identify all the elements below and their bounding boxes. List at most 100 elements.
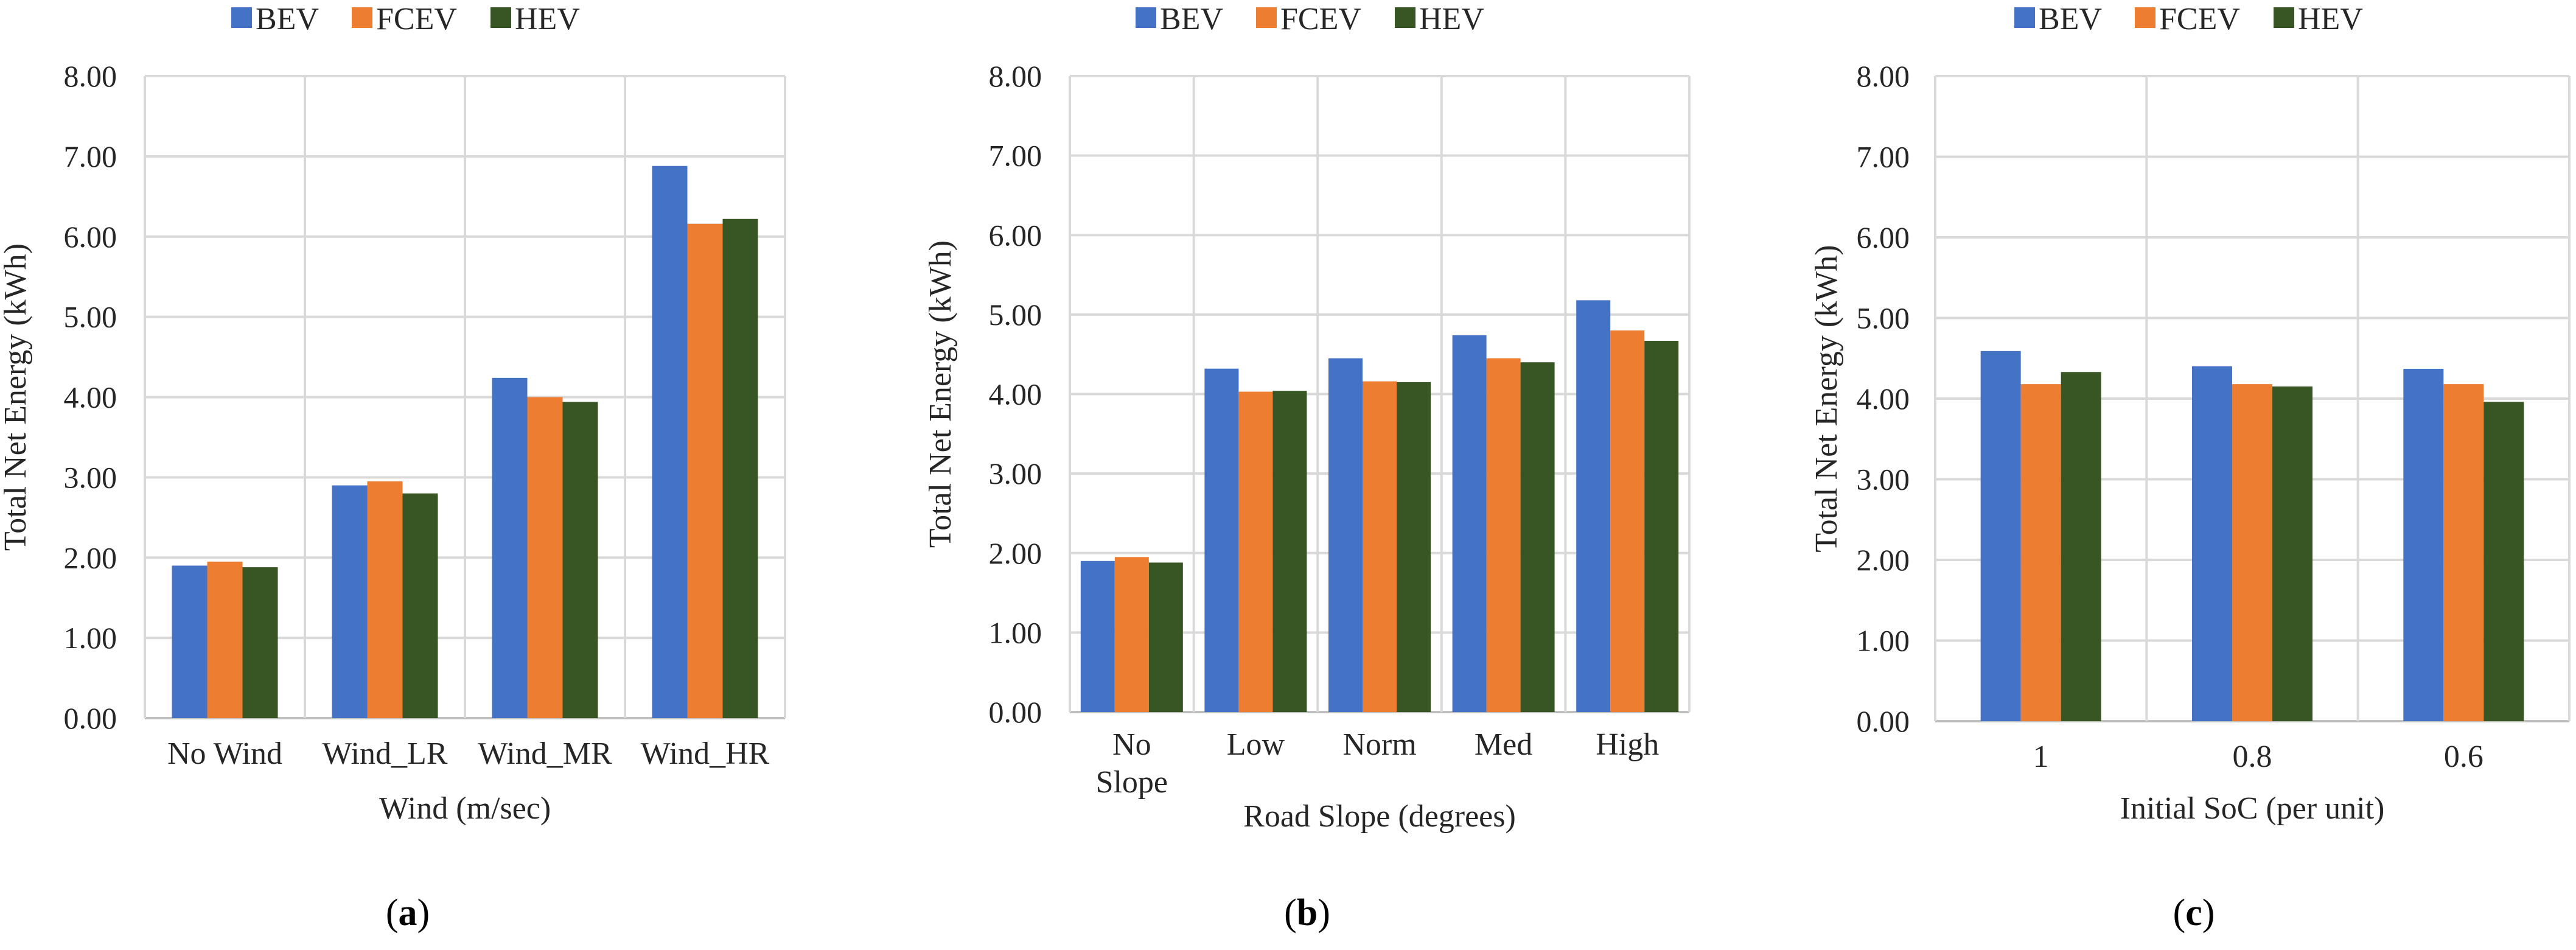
panel-a-bar-bev (492, 377, 528, 718)
panel-b-bar-hev (1397, 382, 1431, 712)
panel-a-y-axis-title: Total Net Energy (kWh) (0, 243, 33, 551)
panel-c-y-axis-title: Total Net Energy (kWh) (1809, 245, 1844, 552)
panel-c-x-tick-label: 0.6 (2444, 739, 2484, 774)
panel-b-bar-fcev (1486, 358, 1521, 712)
panel-a-legend-swatch-hev (490, 7, 511, 28)
panel-b-bar-hev (1644, 340, 1679, 712)
panel-a-y-tick-label: 7.00 (64, 139, 117, 173)
panel-b-y-tick-label: 0.00 (989, 695, 1042, 729)
panel-a-bar-hev (402, 493, 438, 718)
panel-c-y-tick-label: 0.00 (1857, 704, 1910, 738)
panel-a-bar-fcev (207, 561, 243, 718)
panel-c-legend-swatch-hev (2274, 7, 2294, 28)
panel-c-y-tick-label: 8.00 (1857, 59, 1910, 93)
panel-a-legend-label-bev: BEV (256, 2, 319, 37)
panel-label-a: (a) (385, 892, 430, 934)
panel-b-y-tick-label: 6.00 (989, 218, 1042, 252)
panel-c-y-tick-label: 7.00 (1857, 140, 1910, 174)
panel-a-x-tick-label: Wind_LR (323, 736, 448, 771)
panel-b-x-axis-title: Road Slope (degrees) (1243, 799, 1516, 834)
panel-b-legend-swatch-bev (1136, 7, 1156, 28)
panel-c-x-tick-label: 1 (2033, 739, 2049, 774)
panel-a-bar-bev (652, 166, 688, 718)
panel-b-bar-bev (1204, 368, 1239, 712)
panel-b-bar-bev (1328, 358, 1363, 712)
panel-a-legend-label-hev: HEV (515, 2, 580, 37)
panel-b-bar-bev (1576, 300, 1611, 712)
panel-a-y-tick-label: 1.00 (64, 621, 117, 655)
panel-label-b: (b) (1284, 892, 1330, 934)
panel-b-bar-bev (1080, 561, 1115, 712)
panel-a-x-axis-title: Wind (m/sec) (379, 791, 551, 826)
panel-c-bar-bev (2403, 368, 2444, 721)
panel-b-x-tick-label: No (1112, 727, 1151, 762)
panel-c-legend-swatch-bev (2014, 7, 2035, 28)
panel-a-bar-hev (562, 402, 598, 718)
panel-c-y-tick-label: 3.00 (1857, 463, 1910, 497)
panel-b-legend-label-hev: HEV (1419, 2, 1484, 37)
panel-b-bar-hev (1148, 562, 1183, 712)
panel-a-bar-bev (172, 565, 208, 718)
panel-b-bar-bev (1452, 335, 1487, 712)
panel-b-bar-fcev (1610, 330, 1645, 712)
panel-c-legend-label-bev: BEV (2039, 2, 2102, 37)
panel-c-bar-hev (2484, 402, 2524, 721)
panel-b-legend-swatch-fcev (1256, 7, 1277, 28)
panel-b-bar-fcev (1238, 391, 1273, 712)
panel-a-legend-swatch-fcev (352, 7, 372, 28)
panel-c-x-axis-title: Initial SoC (per unit) (2120, 791, 2385, 826)
panel-a-x-tick-label: Wind_HR (641, 736, 770, 771)
panel-c-y-tick-label: 5.00 (1857, 301, 1910, 335)
panel-a-y-tick-label: 0.00 (64, 701, 117, 735)
panel-c-bar-hev (2272, 386, 2312, 721)
panel-c-legend-label-fcev: FCEV (2159, 2, 2240, 37)
panel-c-bar-hev (2061, 372, 2101, 721)
panel-c-y-tick-label: 6.00 (1857, 220, 1910, 254)
panel-b-bar-fcev (1114, 557, 1149, 712)
panel-b-y-tick-label: 8.00 (989, 59, 1042, 93)
panel-b-x-tick-label: High (1596, 727, 1659, 762)
panel-c-y-tick-label: 4.00 (1857, 382, 1910, 416)
panel-b-x-tick-label: Low (1227, 727, 1285, 762)
panel-b-legend-swatch-hev (1395, 7, 1415, 28)
panel-b-bar-hev (1272, 391, 1307, 712)
panel-b-y-tick-label: 5.00 (989, 298, 1042, 332)
panel-a-x-tick-label: No Wind (167, 736, 282, 771)
panel-c-bar-bev (2192, 366, 2232, 721)
panel-b-bar-fcev (1363, 381, 1397, 712)
panel-a-legend-label-fcev: FCEV (376, 2, 457, 37)
panel-b-y-tick-label: 3.00 (989, 456, 1042, 491)
panel-c-legend-label-hev: HEV (2298, 2, 2363, 37)
panel-c-y-tick-label: 1.00 (1857, 624, 1910, 658)
panel-b-y-tick-label: 7.00 (989, 139, 1042, 173)
panel-a-bar-hev (242, 567, 278, 718)
panel-a-y-tick-label: 4.00 (64, 380, 117, 414)
panel-b-legend-label-fcev: FCEV (1280, 2, 1361, 37)
panel-b-bar-hev (1520, 362, 1555, 712)
panel-a-x-tick-label: Wind_MR (478, 736, 612, 771)
panel-label-c: (c) (2173, 892, 2215, 934)
panel-a-legend-swatch-bev (231, 7, 252, 28)
panel-c-bar-fcev (2443, 384, 2484, 721)
panel-c-bar-fcev (2232, 384, 2272, 721)
panel-a-y-tick-label: 8.00 (64, 59, 117, 93)
panel-b-legend-label-bev: BEV (1160, 2, 1223, 37)
panel-b-x-tick-label: Norm (1342, 727, 1416, 762)
panel-a-y-tick-label: 2.00 (64, 540, 117, 575)
panel-a-bar-bev (332, 485, 368, 718)
panel-c-bar-fcev (2020, 384, 2061, 721)
panel-b-y-axis-title: Total Net Energy (kWh) (923, 240, 958, 548)
panel-b-y-tick-label: 2.00 (989, 536, 1042, 570)
panel-b-x-tick-label: Slope (1096, 765, 1168, 800)
panel-a-bar-fcev (367, 481, 403, 718)
panel-a-y-tick-label: 3.00 (64, 460, 117, 494)
panel-a-bar-hev (722, 218, 758, 718)
panel-c-bar-bev (1980, 351, 2021, 721)
panel-c-x-tick-label: 0.8 (2233, 739, 2272, 774)
panel-b-x-tick-label: Med (1475, 727, 1532, 762)
panel-a-y-tick-label: 6.00 (64, 220, 117, 254)
panel-c-legend-swatch-fcev (2135, 7, 2155, 28)
panel-b-y-tick-label: 4.00 (989, 377, 1042, 411)
